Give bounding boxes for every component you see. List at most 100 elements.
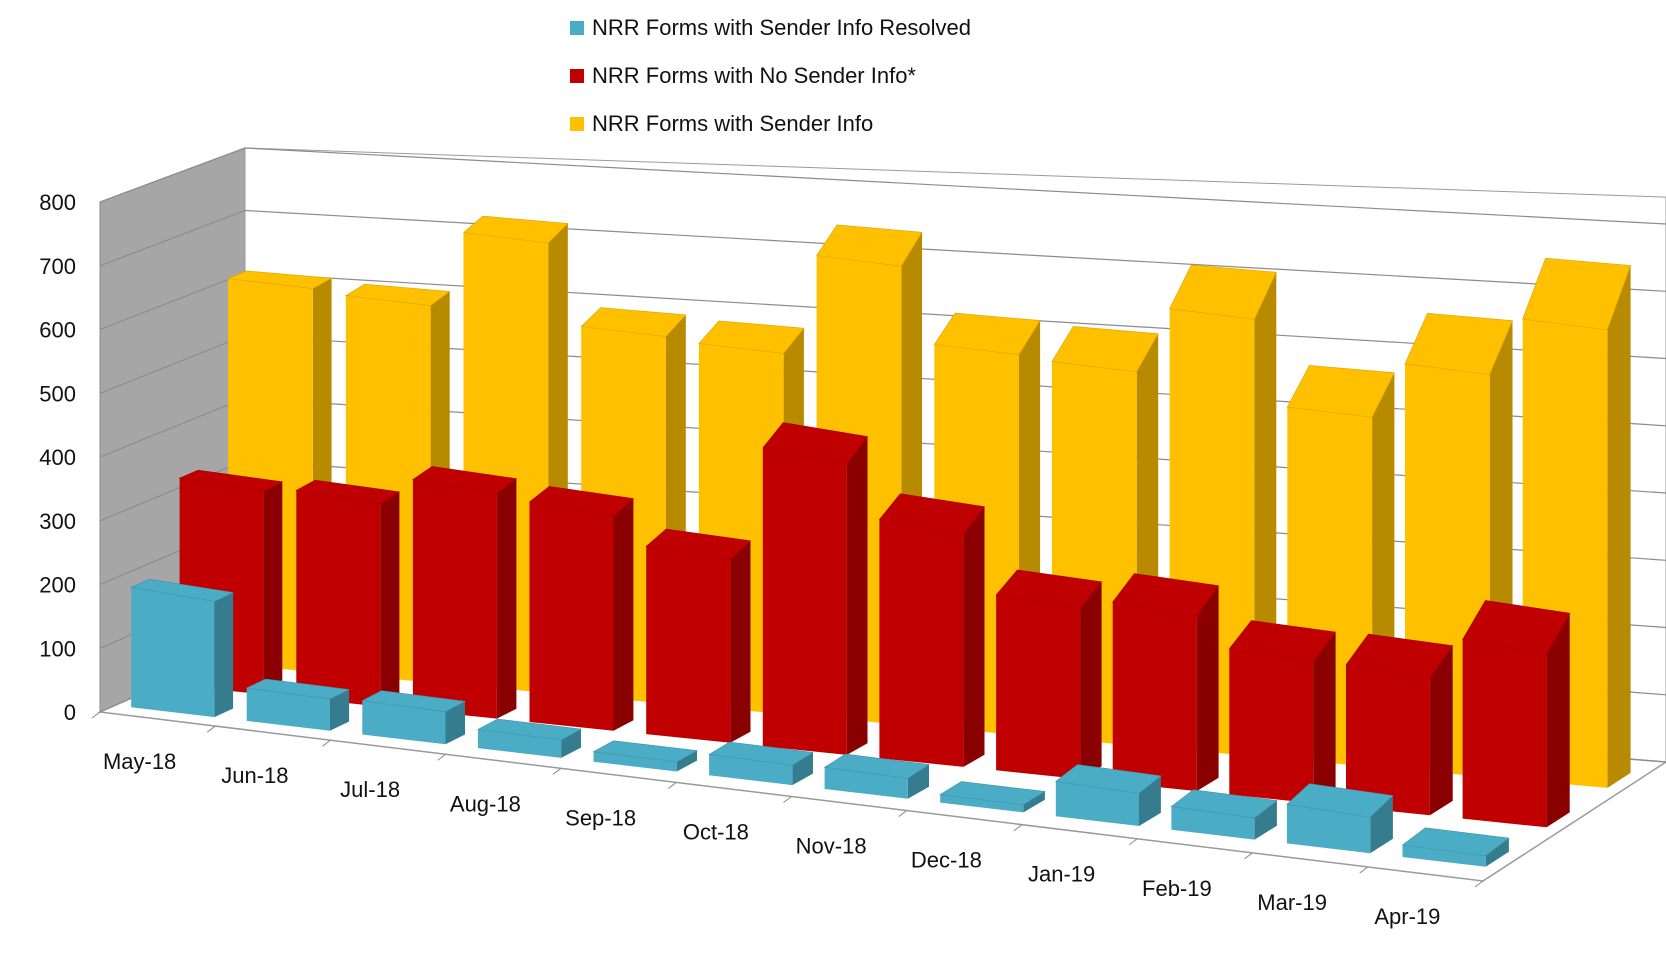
x-tick-mark [1474, 880, 1484, 888]
bar-side [792, 752, 813, 786]
bar-side [1485, 838, 1509, 867]
x-tick-label: Mar-19 [1257, 890, 1327, 915]
bar-side [1370, 795, 1393, 854]
bar-top [462, 215, 569, 244]
bar-front [246, 688, 330, 731]
gridline [99, 147, 1666, 225]
x-tick-mark [1359, 866, 1369, 874]
x-tick-label: Jun-18 [221, 763, 288, 788]
legend-swatch [570, 21, 584, 35]
gridline [99, 209, 1666, 292]
x-tick-label: Oct-18 [683, 819, 749, 844]
bar-top [1404, 312, 1513, 375]
bar-side [561, 729, 581, 758]
bar-front [131, 587, 215, 718]
x-tick-label: Feb-19 [1142, 876, 1212, 901]
bar-front [996, 595, 1081, 779]
legend-label: NRR Forms with No Sender Info* [592, 63, 916, 88]
bar [592, 740, 698, 772]
bars [130, 215, 1632, 867]
bar [361, 690, 466, 745]
legend: NRR Forms with Sender Info Resolved NRR … [570, 4, 971, 148]
bar-side [496, 478, 517, 719]
bar-top [698, 320, 805, 354]
bar-top [1112, 573, 1220, 617]
bar-top [592, 740, 698, 763]
bar-side [1080, 581, 1102, 779]
bar [1055, 764, 1162, 826]
bar-top [1051, 326, 1159, 373]
x-tick-label: Dec-18 [911, 848, 982, 873]
bar-top [1228, 620, 1337, 663]
x-tick-label: Nov-18 [796, 834, 867, 859]
bar-front [709, 754, 793, 786]
bar-side [380, 491, 400, 707]
bar-top [762, 422, 869, 465]
bar-front [646, 546, 731, 743]
y-tick-label: 800 [39, 190, 76, 215]
bar [995, 569, 1103, 779]
bar-front [1055, 781, 1139, 826]
bar-front [296, 490, 381, 707]
x-axis-ticks: May-18 Jun-18 Jul-18 Aug-18 Sep-18 Oct-18 Nov-… [91, 711, 1484, 929]
bar-top [245, 678, 351, 700]
bar-top [295, 479, 401, 505]
legend-label: NRR Forms with Sender Info [592, 111, 874, 136]
x-tick-mark [1128, 838, 1138, 846]
bar-top [476, 718, 582, 741]
bar-top [344, 283, 451, 306]
legend-label: NRR Forms with Sender Info Resolved [592, 15, 972, 40]
bar-top [412, 466, 518, 495]
bar-side [1546, 613, 1570, 828]
legend-item: NRR Forms with Sender Info [570, 100, 971, 148]
bar-top [823, 753, 930, 779]
y-tick-label: 600 [39, 318, 76, 343]
y-tick-label: 100 [39, 636, 76, 661]
bar-top [1170, 789, 1278, 819]
bar-top [645, 528, 752, 561]
bar-top [361, 690, 466, 713]
bar-front [1171, 806, 1255, 840]
bar-side [445, 701, 465, 745]
x-tick-mark [1013, 824, 1023, 832]
bar [645, 528, 752, 743]
x-tick-label: Aug-18 [450, 791, 521, 816]
bar [1286, 783, 1394, 854]
bar-top [1286, 365, 1395, 418]
x-tick-mark [552, 767, 562, 775]
x-tick-mark [91, 711, 101, 719]
x-tick-mark [322, 739, 331, 747]
bar-side [214, 592, 234, 718]
y-tick-label: 0 [64, 700, 76, 725]
bar-side [907, 764, 929, 799]
bar-top [226, 270, 333, 289]
bar [412, 466, 518, 719]
bar [823, 753, 930, 799]
bar [130, 578, 235, 718]
bar-top [939, 781, 1046, 806]
x-tick-label: Jan-19 [1028, 862, 1095, 887]
bar-side [963, 506, 985, 767]
bar [295, 479, 401, 707]
y-tick-label: 500 [39, 381, 76, 406]
bar-top [933, 312, 1041, 356]
x-tick-mark [1244, 852, 1253, 860]
bar-side [263, 481, 283, 695]
legend-swatch [570, 69, 584, 83]
bar-side [1429, 645, 1453, 816]
x-tick-mark [206, 725, 216, 733]
bar-top [1286, 783, 1394, 818]
bar-top [130, 578, 235, 602]
legend-item: NRR Forms with No Sender Info* [570, 52, 971, 100]
x-tick-mark [437, 753, 447, 761]
bar-front [412, 479, 497, 719]
bar-side [1139, 775, 1161, 826]
bar [878, 493, 986, 767]
bar-front [762, 447, 847, 755]
bar-top [708, 741, 814, 766]
bar-top [1462, 600, 1571, 655]
bar-front [879, 519, 964, 767]
bar-front [593, 751, 677, 772]
bar [476, 718, 582, 758]
bar-side [613, 498, 634, 731]
